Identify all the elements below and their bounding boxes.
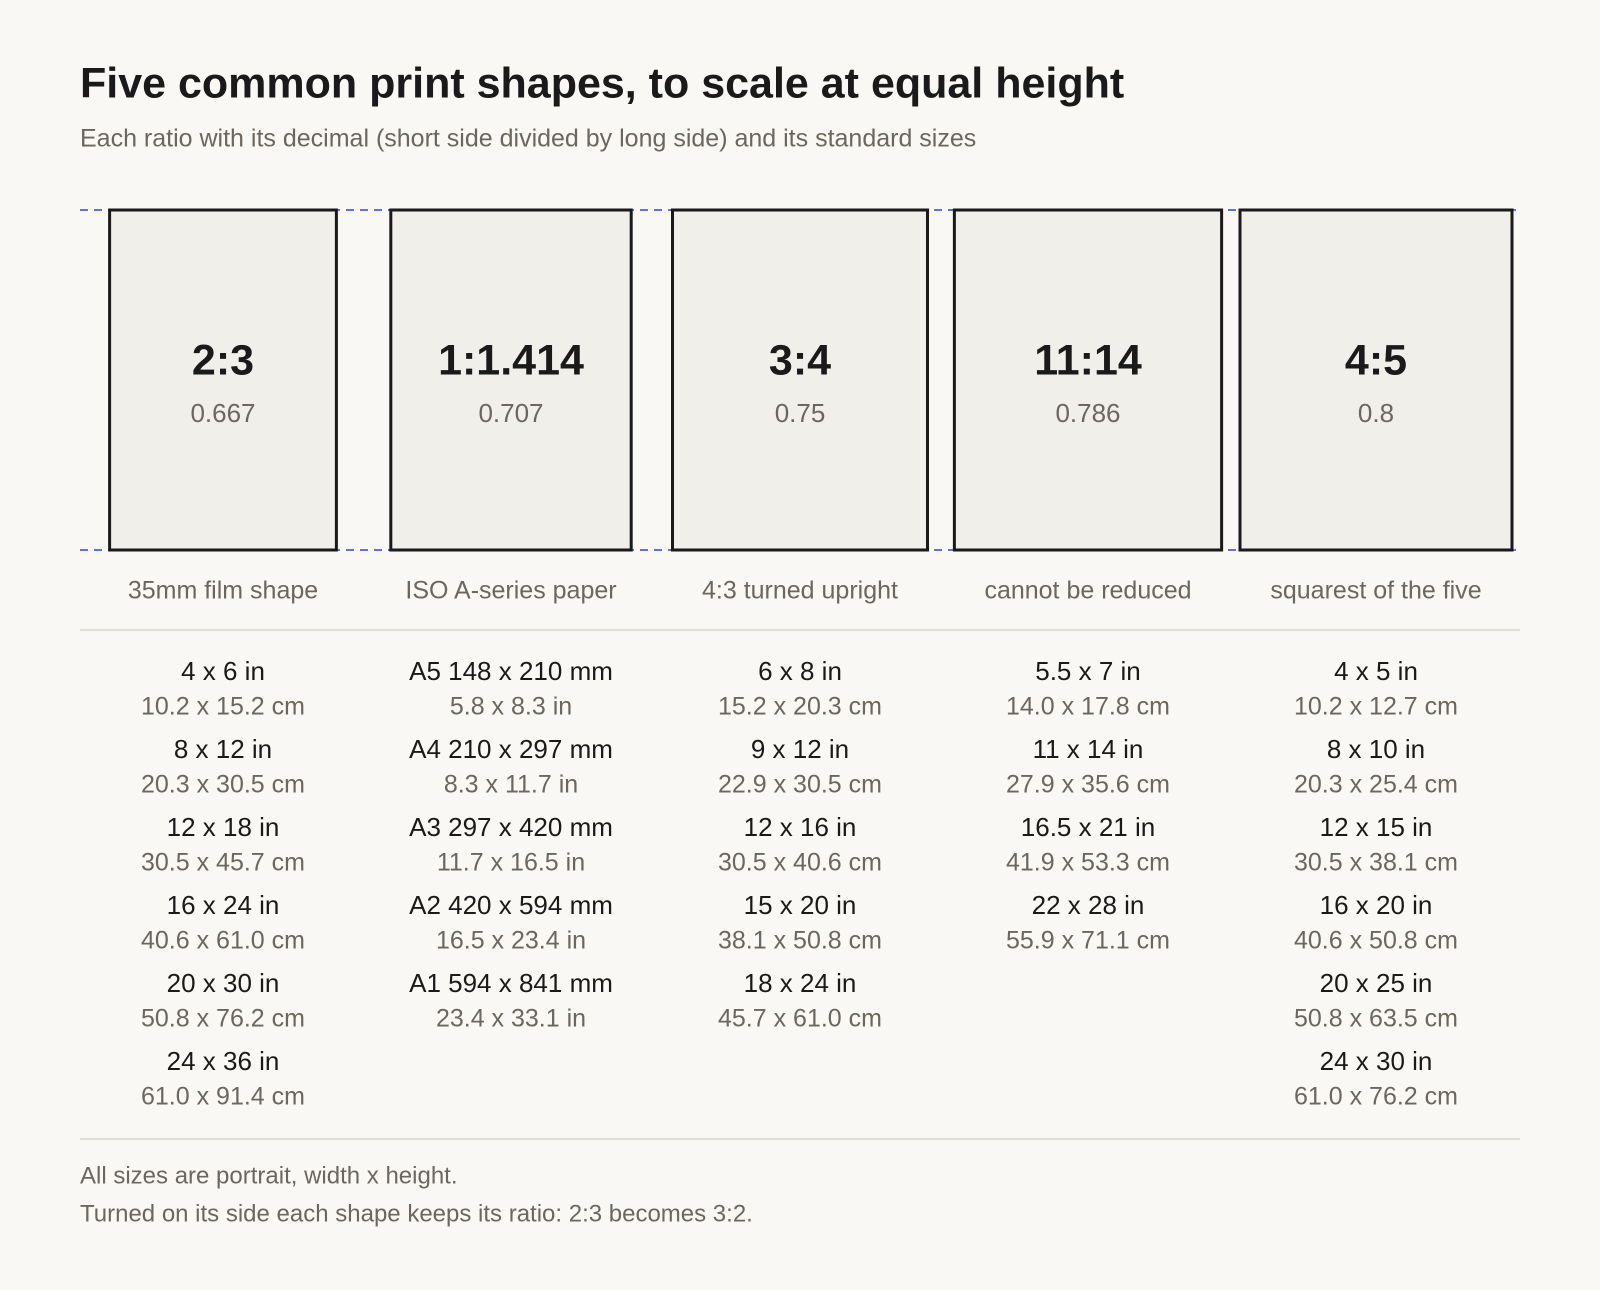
size-alt: 61.0 x 91.4 cm xyxy=(141,1083,305,1111)
caption: cannot be reduced xyxy=(984,577,1191,605)
size-main: 16.5 x 21 in xyxy=(1021,812,1155,842)
ratio: 3:4 xyxy=(769,336,831,384)
size-main: 4 x 6 in xyxy=(181,656,265,686)
ratio: 1:1.414 xyxy=(438,336,584,384)
size-alt: 30.5 x 38.1 cm xyxy=(1294,849,1458,877)
size-alt: 15.2 x 20.3 cm xyxy=(718,693,882,721)
decimal: 0.786 xyxy=(1055,398,1120,428)
size-main: 4 x 5 in xyxy=(1334,656,1418,686)
size-main: 18 x 24 in xyxy=(744,968,857,998)
shape-rect xyxy=(1238,208,1514,552)
size-main: 11 x 14 in xyxy=(1033,734,1144,764)
size-main: 9 x 12 in xyxy=(751,734,849,764)
size-alt: 50.8 x 76.2 cm xyxy=(141,1005,305,1033)
size-main: 12 x 18 in xyxy=(167,812,280,842)
size-alt: 11.7 x 16.5 in xyxy=(437,849,585,877)
size-alt: 20.3 x 25.4 cm xyxy=(1294,771,1458,799)
caption: 4:3 turned upright xyxy=(702,577,898,605)
size-main: 16 x 24 in xyxy=(167,890,280,920)
size-alt: 40.6 x 50.8 cm xyxy=(1294,927,1458,955)
size-main: A3 297 x 420 mm xyxy=(409,812,613,842)
size-main: 24 x 30 in xyxy=(1320,1046,1433,1076)
ratio: 2:3 xyxy=(192,336,254,384)
title: Five common print shapes, to scale at eq… xyxy=(80,59,1124,107)
size-main: 5.5 x 7 in xyxy=(1035,656,1141,686)
size-alt: 50.8 x 63.5 cm xyxy=(1294,1005,1458,1033)
size-main: 8 x 10 in xyxy=(1327,734,1425,764)
decimal: 0.707 xyxy=(478,398,543,428)
shape-rect xyxy=(389,208,633,552)
size-main: 12 x 16 in xyxy=(744,812,857,842)
size-main: 6 x 8 in xyxy=(758,656,842,686)
size-main: 24 x 36 in xyxy=(167,1046,280,1076)
size-main: 20 x 25 in xyxy=(1320,968,1433,998)
decimal: 0.667 xyxy=(190,398,255,428)
size-alt: 22.9 x 30.5 cm xyxy=(718,771,882,799)
size-alt: 5.8 x 8.3 in xyxy=(450,693,572,721)
footnote: All sizes are portrait, width x height. xyxy=(80,1162,458,1189)
subtitle: Each ratio with its decimal (short side … xyxy=(80,125,976,153)
decimal: 0.8 xyxy=(1358,398,1394,428)
shape-rect xyxy=(952,208,1224,552)
size-alt: 8.3 x 11.7 in xyxy=(444,771,578,799)
size-main: 20 x 30 in xyxy=(167,968,280,998)
size-main: A4 210 x 297 mm xyxy=(409,734,613,764)
size-alt: 14.0 x 17.8 cm xyxy=(1006,693,1170,721)
size-alt: 10.2 x 15.2 cm xyxy=(141,693,305,721)
size-main: A1 594 x 841 mm xyxy=(409,968,613,998)
size-main: A5 148 x 210 mm xyxy=(409,656,613,686)
footnote: Turned on its side each shape keeps its … xyxy=(80,1200,753,1227)
size-alt: 20.3 x 30.5 cm xyxy=(141,771,305,799)
size-alt: 23.4 x 33.1 in xyxy=(436,1005,586,1033)
size-alt: 38.1 x 50.8 cm xyxy=(718,927,882,955)
size-main: 22 x 28 in xyxy=(1032,890,1145,920)
size-alt: 40.6 x 61.0 cm xyxy=(141,927,305,955)
size-alt: 30.5 x 45.7 cm xyxy=(141,849,305,877)
caption: 35mm film shape xyxy=(128,577,318,605)
size-main: 16 x 20 in xyxy=(1320,890,1433,920)
size-alt: 10.2 x 12.7 cm xyxy=(1294,693,1458,721)
size-main: 15 x 20 in xyxy=(744,890,857,920)
decimal: 0.75 xyxy=(775,398,826,428)
caption: squarest of the five xyxy=(1270,577,1481,605)
size-alt: 30.5 x 40.6 cm xyxy=(718,849,882,877)
size-alt: 16.5 x 23.4 in xyxy=(436,927,586,955)
shape-rect xyxy=(108,208,338,552)
size-alt: 55.9 x 71.1 cm xyxy=(1006,927,1170,955)
size-alt: 27.9 x 35.6 cm xyxy=(1006,771,1170,799)
size-main: 8 x 12 in xyxy=(174,734,272,764)
size-alt: 45.7 x 61.0 cm xyxy=(718,1005,882,1033)
size-alt: 61.0 x 76.2 cm xyxy=(1294,1083,1458,1111)
size-alt: 41.9 x 53.3 cm xyxy=(1006,849,1170,877)
ratio: 4:5 xyxy=(1345,336,1407,384)
ratio: 11:14 xyxy=(1034,336,1142,384)
size-main: A2 420 x 594 mm xyxy=(409,890,613,920)
shape-rect xyxy=(671,208,929,552)
size-main: 12 x 15 in xyxy=(1320,812,1433,842)
caption: ISO A-series paper xyxy=(405,577,616,605)
